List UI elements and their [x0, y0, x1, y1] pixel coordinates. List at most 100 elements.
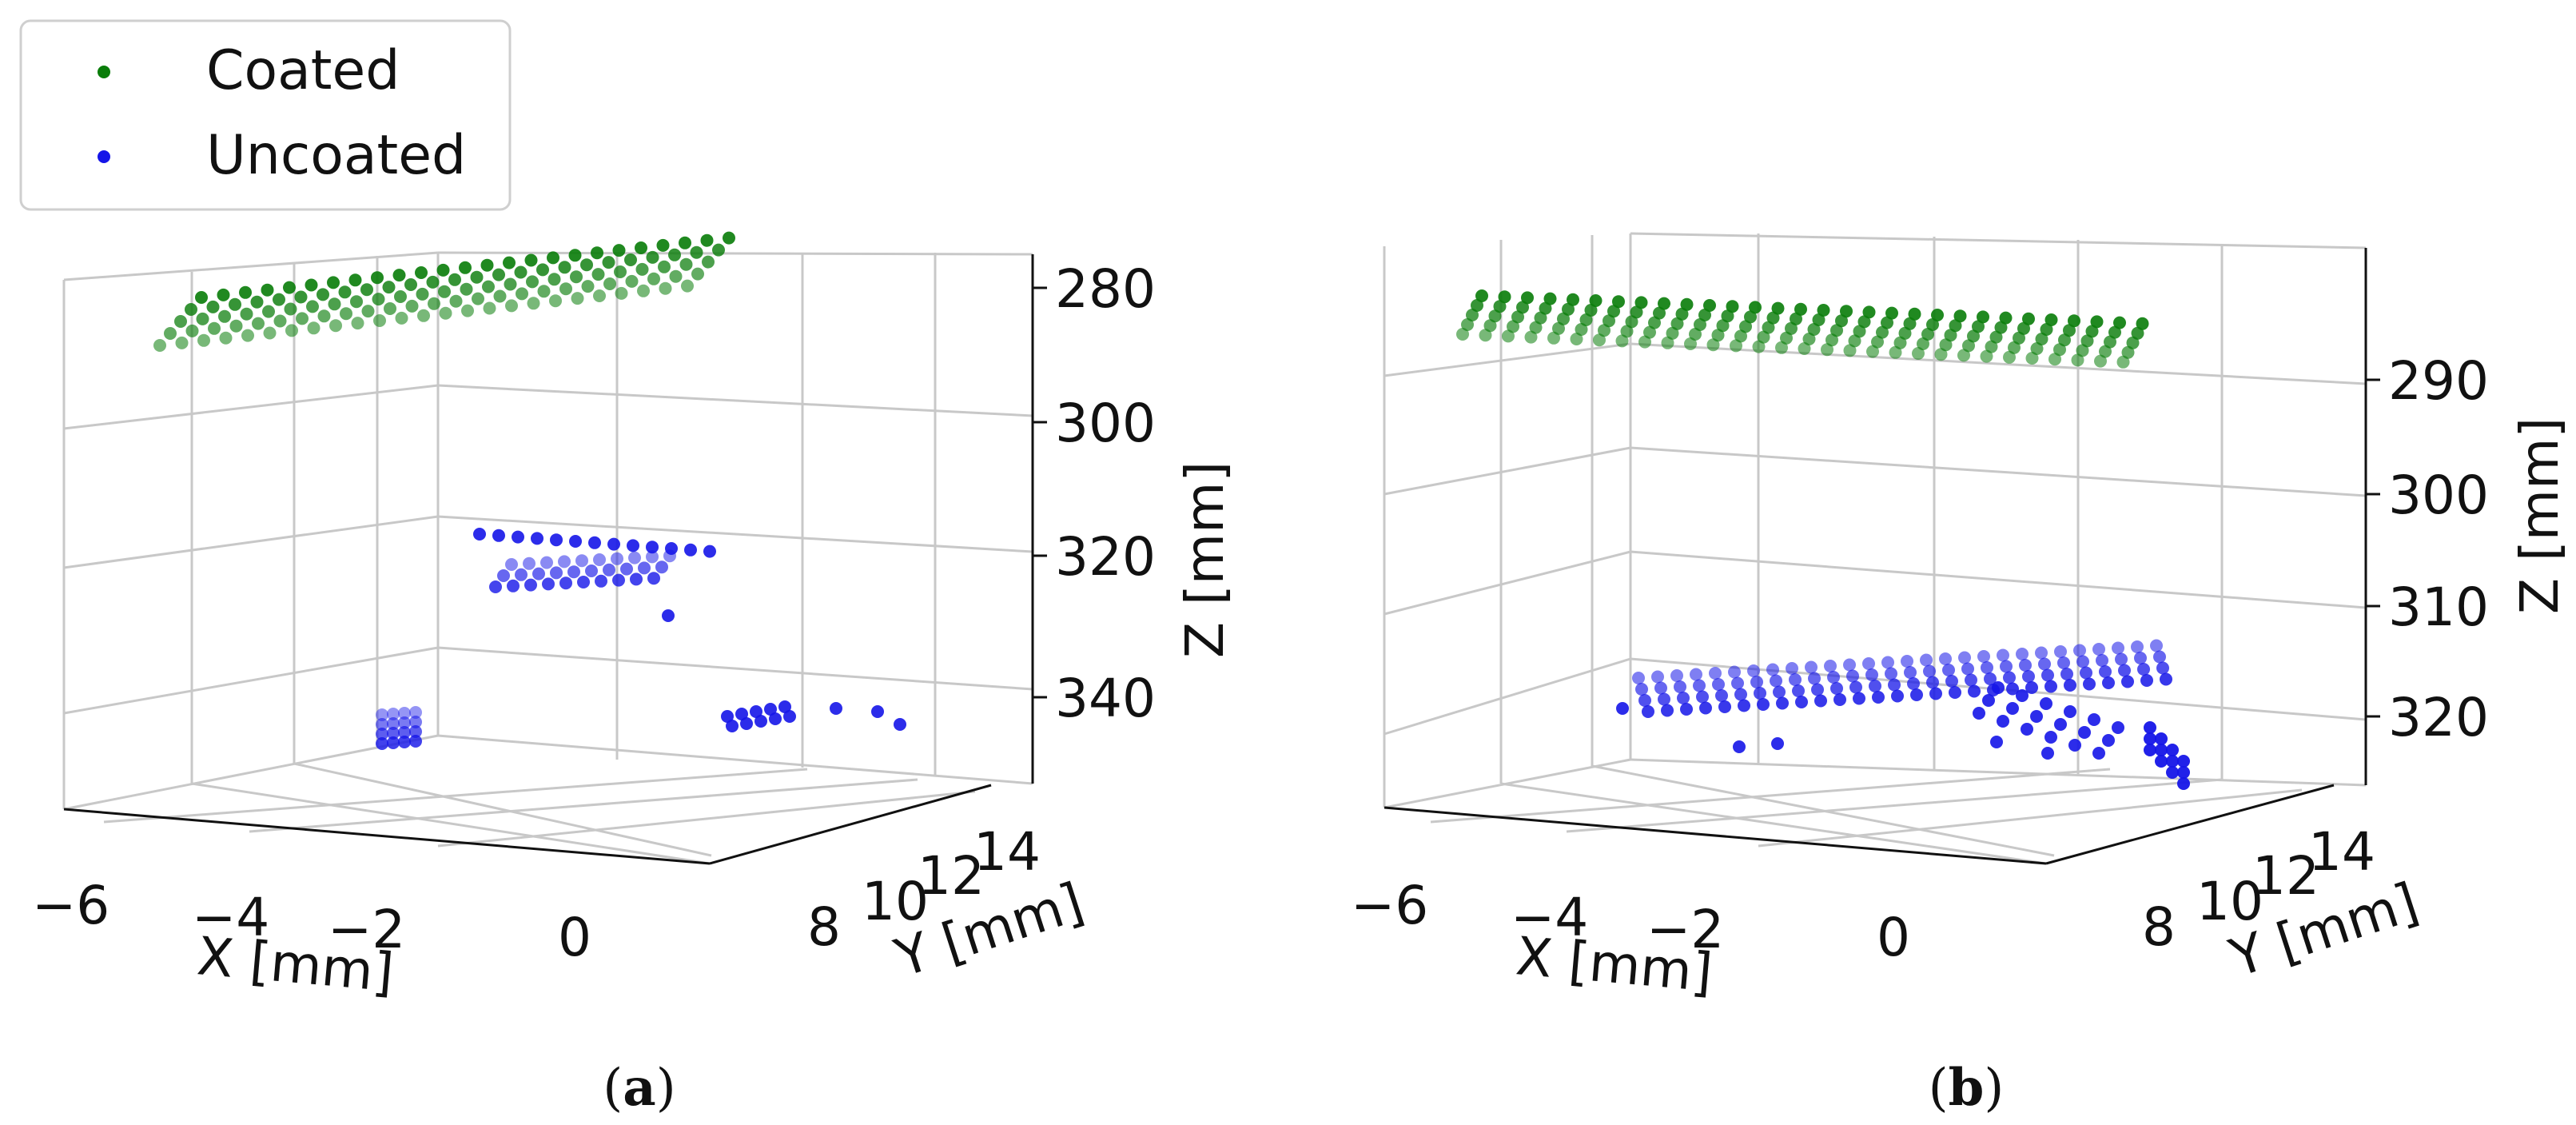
coated-point — [1734, 329, 1747, 343]
coated-point — [395, 311, 408, 325]
coated-point — [327, 276, 340, 289]
panel-b: 290 300 310 320 Z [mm] −6 −4 −2 0 X [mm]… — [1351, 232, 2570, 1118]
coated-point — [2136, 317, 2149, 330]
coated-point — [1466, 309, 1479, 321]
uncoated-point — [1680, 703, 1693, 716]
uncoated-point — [1865, 668, 1878, 681]
panel-b-z-tick-290: 290 — [2388, 350, 2489, 412]
uncoated-point — [387, 708, 400, 720]
coated-point — [307, 321, 321, 335]
panel-b-x-ticks: −6 −4 −2 0 — [1351, 875, 1910, 968]
uncoated-point — [2006, 682, 2019, 696]
panel-a-z-tick-280: 280 — [1055, 258, 1156, 320]
coated-point — [360, 283, 373, 297]
coated-point — [196, 312, 209, 325]
uncoated-point — [2166, 766, 2179, 779]
panel-b-y-tick-8: 8 — [2142, 896, 2176, 958]
uncoated-point — [620, 562, 633, 576]
uncoated-point — [1849, 680, 1862, 694]
coated-point — [284, 302, 297, 316]
uncoated-point — [1872, 691, 1885, 704]
uncoated-point — [1635, 683, 1648, 696]
coated-point — [2030, 342, 2044, 355]
uncoated-point — [1715, 689, 1728, 702]
coated-point — [449, 294, 463, 308]
coated-point — [305, 278, 318, 292]
coated-point — [581, 280, 595, 293]
coated-point — [2080, 334, 2094, 348]
legend-frame — [19, 19, 512, 211]
uncoated-point — [2068, 739, 2081, 752]
coated-point — [637, 284, 650, 297]
coated-point — [250, 295, 264, 309]
coated-point — [1475, 289, 1488, 302]
uncoated-point — [1862, 657, 1875, 670]
coated-point — [1607, 305, 1620, 318]
coated-point — [1840, 305, 1853, 318]
coated-point — [1931, 309, 1944, 321]
coated-point — [2126, 336, 2140, 349]
coated-point — [1658, 297, 1670, 310]
uncoated-point — [2078, 726, 2091, 739]
coated-point — [1521, 291, 1534, 305]
coated-point — [2048, 353, 2061, 366]
coated-point — [2040, 323, 2053, 336]
coated-point — [1524, 330, 1538, 344]
coated-point — [1716, 319, 1730, 333]
coated-point — [1721, 309, 1734, 323]
coated-point — [1957, 349, 1970, 362]
panel-a-x-tick-neg4: −4 — [192, 887, 269, 948]
uncoated-point — [550, 566, 563, 580]
coated-point — [591, 246, 603, 260]
uncoated-point — [2144, 744, 2156, 756]
coated-point — [1456, 328, 1469, 341]
coated-point — [1876, 325, 1889, 339]
coated-point — [1711, 329, 1725, 342]
coated-point — [2003, 350, 2016, 364]
uncoated-point — [523, 557, 536, 570]
coated-point — [2085, 325, 2099, 338]
panel-b-grid — [1383, 232, 2367, 865]
coated-point — [328, 297, 341, 311]
coated-point — [1835, 314, 1848, 328]
coated-point — [1694, 318, 1706, 331]
uncoated-point — [1958, 651, 1971, 664]
coated-point — [2044, 313, 2058, 326]
uncoated-point — [2057, 656, 2070, 669]
panel-b-y-tick-12: 12 — [2252, 845, 2319, 907]
coated-point — [1539, 301, 1552, 315]
coated-point — [1589, 294, 1603, 307]
coated-point — [283, 281, 296, 294]
coated-point — [348, 273, 362, 287]
coated-point — [197, 333, 210, 347]
uncoated-point — [398, 716, 411, 729]
uncoated-point — [2166, 744, 2179, 756]
coated-point — [1889, 345, 1902, 359]
uncoated-point — [721, 710, 734, 723]
coated-point — [593, 289, 606, 302]
uncoated-point — [588, 536, 601, 549]
uncoated-point — [515, 568, 528, 581]
panel-b-y-tick-14: 14 — [2308, 821, 2375, 883]
coated-point — [448, 273, 461, 286]
uncoated-point — [409, 735, 422, 748]
coated-point — [549, 294, 562, 308]
coated-point — [1638, 335, 1651, 349]
panel-a-y-tick-14: 14 — [973, 821, 1041, 883]
coated-point — [1689, 328, 1702, 341]
uncoated-point — [735, 708, 748, 720]
coated-point — [580, 258, 593, 272]
uncoated-point — [1699, 701, 1712, 715]
coated-point — [625, 274, 639, 288]
coated-point — [416, 287, 429, 301]
coated-point — [285, 324, 298, 337]
uncoated-point — [1846, 669, 1859, 683]
uncoated-point — [2022, 670, 2035, 683]
coated-point — [2063, 324, 2076, 337]
coated-point — [185, 303, 197, 316]
uncoated-point — [398, 736, 411, 748]
uncoated-point — [1907, 677, 1920, 690]
coated-point — [1790, 312, 1802, 325]
coated-point — [1807, 323, 1821, 336]
uncoated-point — [2134, 652, 2147, 664]
